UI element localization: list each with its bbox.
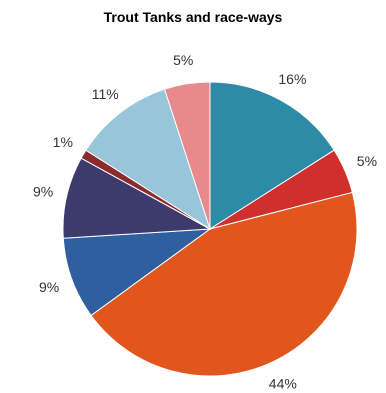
pie-slice-8 [163, 81, 211, 230]
chart-title: Trout Tanks and race-ways [103, 9, 283, 25]
pie-slice-4 [62, 228, 212, 317]
slice-label-3: 44% [269, 376, 297, 392]
slice-label-7: 11% [92, 86, 119, 102]
slice-label-6: 1% [53, 134, 73, 150]
pie-slice-7 [85, 88, 211, 231]
pie-labels: 16% 5% 44% 9% 9% 1% 11% 5% [33, 52, 377, 392]
pie-slice-3 [90, 191, 358, 377]
pie-slice-5 [62, 157, 212, 239]
slice-label-4: 9% [39, 279, 59, 295]
slice-label-2: 5% [357, 153, 377, 169]
pie-slice-1 [209, 81, 335, 230]
pie-slices [62, 81, 358, 377]
slice-label-5: 9% [33, 184, 53, 200]
slice-label-8: 5% [173, 52, 193, 68]
slice-label-1: 16% [278, 71, 306, 87]
